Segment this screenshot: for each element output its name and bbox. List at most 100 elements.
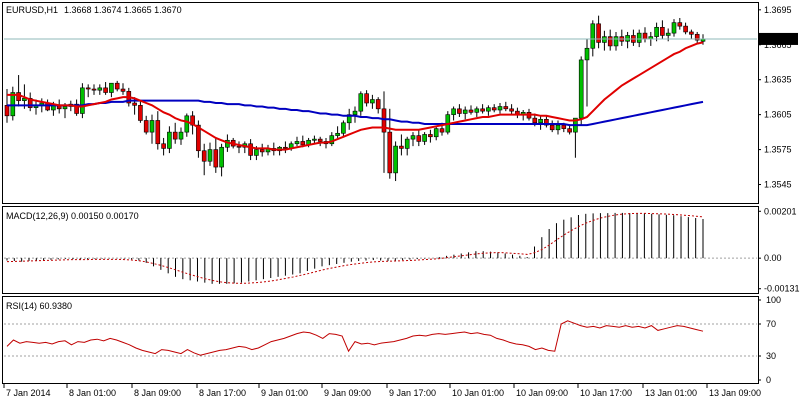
candle-body bbox=[4, 105, 10, 117]
candle-body bbox=[335, 132, 340, 136]
candle-body bbox=[283, 146, 288, 149]
candle bbox=[636, 29, 642, 48]
candle-body bbox=[613, 36, 619, 47]
candle bbox=[578, 56, 584, 126]
candle-body bbox=[317, 138, 323, 142]
candle bbox=[120, 83, 126, 95]
candle bbox=[410, 132, 416, 147]
candle-body bbox=[393, 145, 398, 174]
candle-body bbox=[27, 98, 33, 108]
candle bbox=[625, 31, 630, 49]
candle bbox=[341, 120, 346, 137]
candle-body bbox=[254, 149, 259, 156]
time-tick-label: 9 Jan 01:00 bbox=[261, 388, 308, 398]
candle bbox=[677, 17, 683, 30]
candle bbox=[613, 31, 619, 51]
candle bbox=[468, 105, 474, 115]
candle bbox=[375, 97, 381, 114]
candle-body bbox=[607, 36, 613, 47]
candle bbox=[364, 90, 369, 107]
candle bbox=[671, 19, 677, 37]
candle bbox=[509, 104, 514, 115]
candle-body bbox=[375, 99, 381, 110]
candle bbox=[480, 104, 485, 114]
rsi-line bbox=[6, 320, 704, 356]
candle bbox=[114, 80, 120, 92]
rsi-tick-label: 100 bbox=[766, 295, 781, 305]
candle-body bbox=[416, 135, 422, 142]
candle-body bbox=[381, 108, 387, 133]
time-tick-label: 8 Jan 09:00 bbox=[134, 388, 181, 398]
candle-body bbox=[625, 35, 630, 42]
candle-body bbox=[103, 87, 108, 93]
candle-body bbox=[196, 124, 201, 152]
candle-body bbox=[294, 141, 300, 145]
candle-body bbox=[555, 124, 561, 131]
candle bbox=[567, 125, 572, 135]
candle bbox=[497, 103, 503, 114]
candle bbox=[596, 15, 601, 49]
candle-body bbox=[259, 149, 265, 153]
rsi-tick-label: 30 bbox=[766, 351, 776, 361]
candle-body bbox=[201, 150, 207, 162]
candle bbox=[457, 104, 462, 117]
candle-body bbox=[549, 124, 555, 131]
candle bbox=[184, 113, 190, 137]
candle-body bbox=[590, 23, 596, 49]
candle-body bbox=[22, 98, 27, 101]
time-tick-label: 13 Jan 09:00 bbox=[709, 388, 761, 398]
candle-body bbox=[474, 108, 480, 113]
candle bbox=[491, 104, 497, 113]
candle bbox=[590, 20, 596, 57]
rsi-panel-frame bbox=[2, 296, 759, 384]
candle bbox=[312, 135, 317, 144]
candle-body bbox=[132, 102, 137, 106]
time-tick-label: 10 Jan 09:00 bbox=[516, 388, 568, 398]
rsi-tick-label: 0 bbox=[766, 375, 771, 385]
candle-body bbox=[346, 114, 352, 124]
candle-body bbox=[85, 87, 91, 90]
candle-body bbox=[683, 25, 688, 33]
candle-body bbox=[538, 119, 543, 124]
candle-body bbox=[567, 128, 572, 133]
current-price-label-bg bbox=[758, 32, 798, 45]
candle bbox=[399, 134, 404, 156]
macd-title: MACD(12,26,9) 0.00150 0.00170 bbox=[6, 211, 139, 221]
candle-body bbox=[300, 141, 306, 146]
candle bbox=[91, 84, 97, 95]
macd-signal-line bbox=[6, 212, 704, 284]
candle-body bbox=[74, 103, 79, 114]
candle-body bbox=[694, 33, 700, 41]
candle-body bbox=[660, 26, 665, 36]
candle bbox=[207, 142, 213, 166]
candle bbox=[346, 108, 352, 130]
candle-body bbox=[62, 106, 68, 110]
candle bbox=[109, 82, 114, 98]
candle-body bbox=[491, 107, 497, 111]
candle-body bbox=[503, 106, 509, 110]
macd-panel-frame bbox=[2, 206, 759, 294]
candle bbox=[683, 22, 688, 35]
candle bbox=[178, 127, 184, 145]
candle bbox=[283, 141, 288, 154]
candle bbox=[155, 111, 161, 150]
candle-body bbox=[10, 92, 16, 117]
candle bbox=[404, 136, 410, 156]
price-tick-label: 1.3695 bbox=[764, 5, 792, 15]
candle bbox=[219, 143, 224, 177]
candle bbox=[201, 143, 207, 176]
candle bbox=[544, 115, 549, 128]
candle-body bbox=[364, 93, 369, 104]
candle-body bbox=[184, 115, 190, 133]
candle bbox=[259, 143, 265, 157]
candle-body bbox=[248, 143, 253, 156]
candle-body bbox=[486, 107, 491, 112]
candle-body bbox=[451, 108, 456, 115]
macd-histogram bbox=[6, 212, 704, 284]
candle bbox=[555, 120, 561, 135]
candle bbox=[602, 30, 607, 51]
time-tick-label: 8 Jan 17:00 bbox=[199, 388, 246, 398]
candle-body bbox=[161, 143, 166, 149]
